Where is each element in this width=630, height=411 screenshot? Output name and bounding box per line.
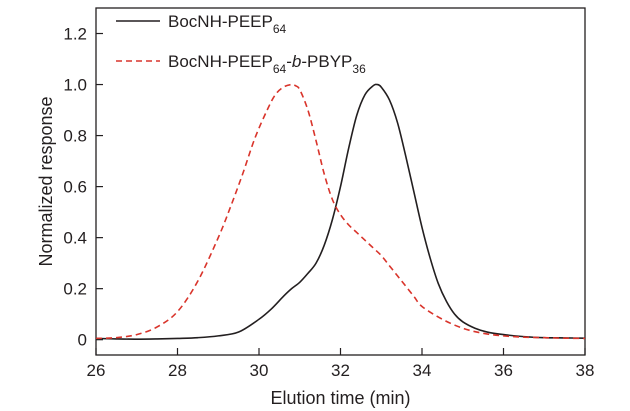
y-axis-title: Normalized response	[36, 96, 56, 266]
x-tick-label: 26	[87, 361, 106, 380]
series-line-1	[95, 83, 586, 340]
x-tick-label: 28	[168, 361, 187, 380]
legend-label-2: BocNH-PEEP64-b-PBYP36	[168, 52, 366, 76]
x-tick-label: 30	[250, 361, 269, 380]
y-axis-ticks: 0 0.2 0.4 0.6 0.8 1.0 1.2	[63, 25, 103, 350]
legend-text-part: -PBYP	[301, 52, 352, 71]
legend-text-part: BocNH-PEEP	[168, 12, 273, 31]
curves-layer	[95, 83, 586, 340]
legend-text-part: 36	[352, 62, 366, 76]
y-tick-label: 1.2	[63, 25, 87, 44]
y-tick-label: 0.4	[63, 229, 87, 248]
x-tick-label: 38	[576, 361, 595, 380]
y-tick-label: 0.2	[63, 280, 87, 299]
legend-text-part: 64	[273, 22, 287, 36]
legend-text-part: b	[292, 52, 301, 71]
legend-text-part: BocNH-PEEP	[168, 52, 273, 71]
y-tick-label: 0.6	[63, 178, 87, 197]
y-tick-label: 1.0	[63, 76, 87, 95]
x-axis-ticks: 26 28 30 32 34 36 38	[87, 348, 595, 380]
series-line-2	[95, 83, 586, 340]
legend-text-part: 64	[273, 62, 287, 76]
x-axis-title: Elution time (min)	[270, 388, 410, 408]
legend-text-part: -	[286, 52, 292, 71]
x-tick-label: 36	[494, 361, 513, 380]
y-tick-label: 0	[78, 331, 87, 350]
x-tick-label: 34	[413, 361, 432, 380]
x-tick-label: 32	[331, 361, 350, 380]
legend-label-1: BocNH-PEEP64	[168, 12, 287, 36]
y-tick-label: 0.8	[63, 127, 87, 146]
